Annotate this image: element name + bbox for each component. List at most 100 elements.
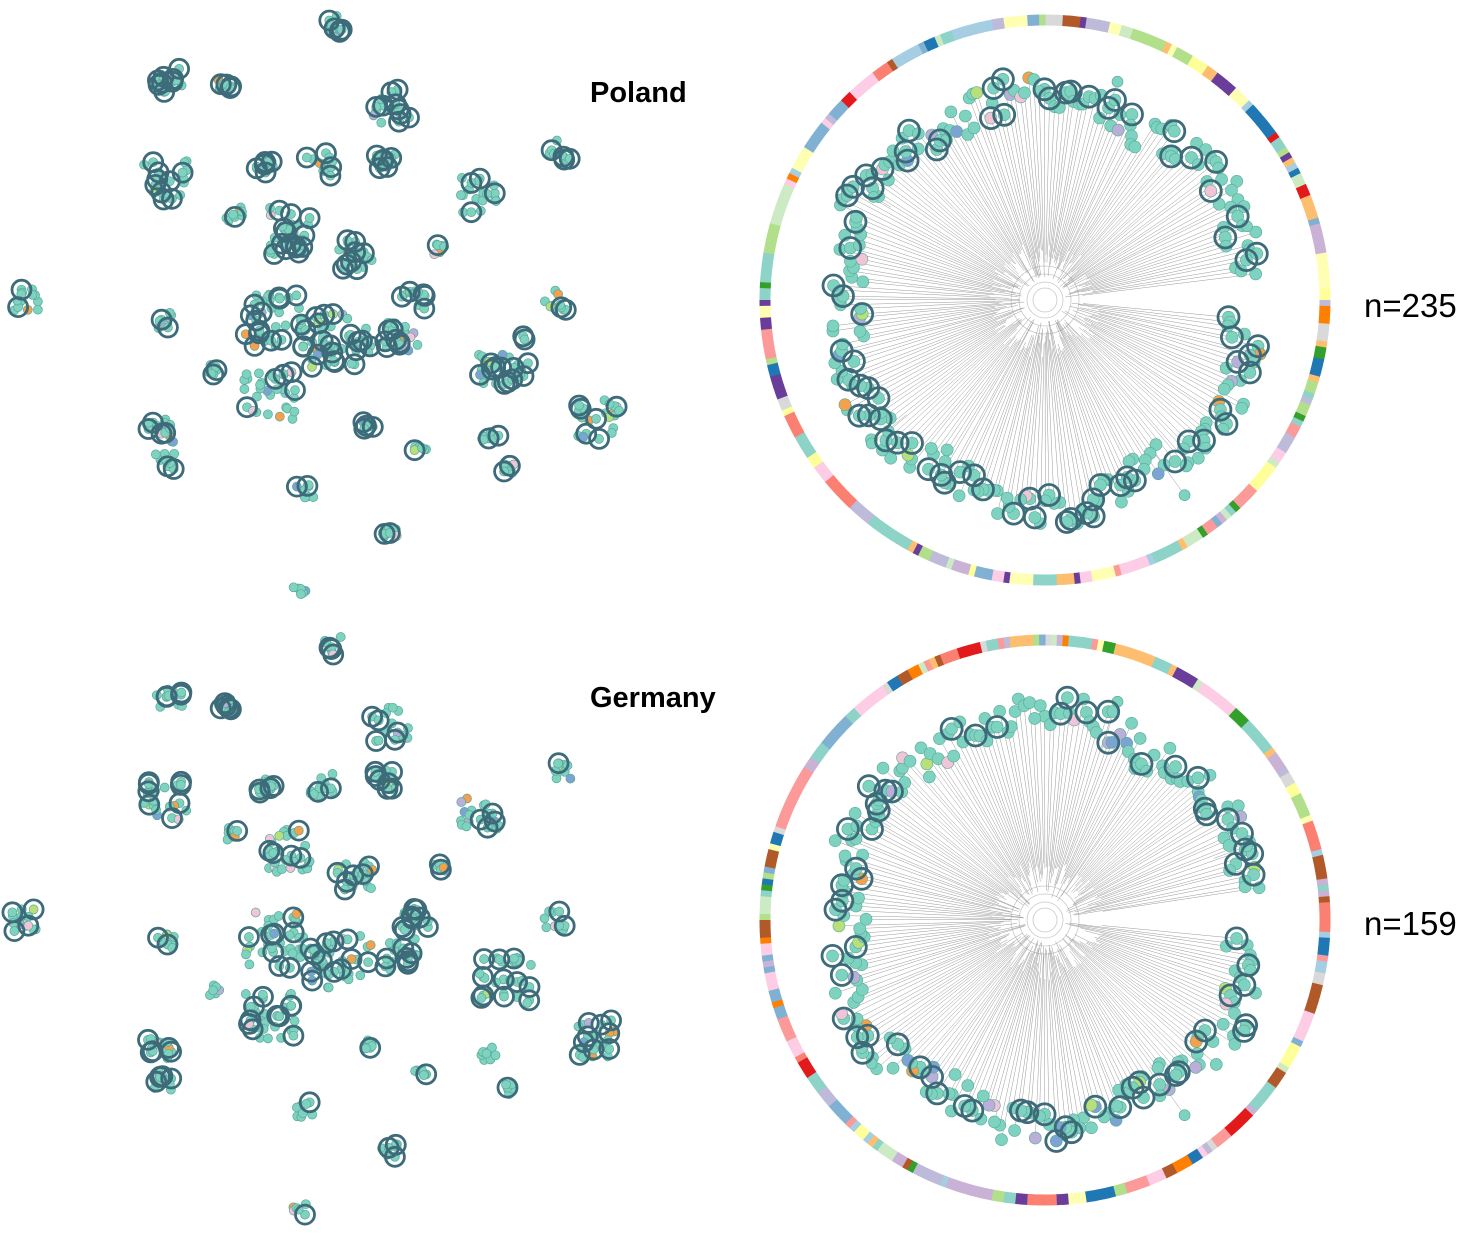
network-node (343, 314, 352, 323)
network-node (160, 783, 169, 792)
tree-branch (983, 940, 1038, 1096)
tree-branch (840, 205, 1017, 287)
network-node (263, 410, 272, 419)
tree-tip (1112, 76, 1123, 87)
network-node (275, 294, 284, 303)
network-node (356, 971, 365, 980)
tree-branch (1077, 337, 1188, 463)
network-node (526, 960, 535, 969)
network-node (592, 414, 601, 423)
network-node (289, 583, 298, 592)
tree-branch (866, 919, 1011, 920)
tree-branch (1079, 227, 1224, 286)
tree-tip (1226, 331, 1238, 343)
annotation-ring-segment (1038, 1194, 1045, 1205)
tree-branch (1063, 191, 1211, 288)
annotation-ring-segment (1027, 635, 1034, 646)
tree-branch (1065, 311, 1242, 408)
tree-tip (925, 442, 937, 454)
network-node (566, 774, 575, 783)
tree-tip (829, 987, 841, 999)
network-node (233, 826, 242, 835)
tree-branch (912, 344, 1004, 443)
network-node (457, 798, 466, 807)
tree-tip (1179, 490, 1190, 501)
tree-branches (833, 698, 1260, 1141)
panel-poland: Poland n=235 (0, 0, 1481, 620)
panel-germany: Germany n=159 (0, 620, 1481, 1240)
tree-branch (945, 320, 1032, 461)
tree-internal-arc (1033, 908, 1057, 932)
tree-branch (1030, 703, 1043, 879)
tree-branch (856, 927, 993, 947)
tree-tip (1029, 512, 1041, 524)
tree-branch (1078, 800, 1202, 895)
tree-branch (927, 764, 1021, 888)
tree-branch (1062, 182, 1207, 288)
tree-branch (1089, 339, 1204, 441)
tree-tip (991, 721, 1003, 733)
network-node (288, 949, 297, 958)
tree-branch (991, 118, 1038, 275)
tree-tip (941, 444, 953, 456)
tree-tip (943, 1088, 955, 1100)
tree-branch (841, 299, 996, 300)
network-node (302, 1099, 311, 1108)
network-node (419, 1071, 428, 1080)
network-node (151, 450, 160, 459)
tree-branch (856, 869, 994, 907)
tree-branch (1076, 778, 1198, 891)
tree-tip (863, 780, 875, 792)
network-node (294, 826, 303, 835)
tree-tip (827, 950, 839, 962)
tree-branch (1062, 311, 1222, 417)
network-node (328, 769, 337, 778)
network-node (287, 1001, 296, 1010)
tree-tip (1164, 742, 1176, 754)
tree-branch (879, 811, 1007, 895)
tree-branch (1035, 718, 1043, 875)
tree-tip (1217, 1018, 1229, 1030)
tree-tip (1154, 1079, 1166, 1091)
tree-branch (934, 948, 1025, 1068)
tree-branch (1099, 936, 1240, 978)
network-node (500, 992, 509, 1001)
network-node (289, 1031, 298, 1040)
network-node (177, 688, 186, 697)
tree-branch (881, 318, 1020, 419)
tree-branch (1021, 971, 1039, 1110)
tree-branch (1068, 764, 1141, 883)
annotation-ring-segment (760, 299, 771, 306)
tree-tip (857, 276, 869, 288)
network-node (10, 927, 19, 936)
tree-branch (863, 282, 995, 295)
network-node (176, 780, 185, 789)
tree-tip (853, 892, 865, 904)
tree-branch (1064, 168, 1219, 286)
tree-branch (898, 323, 1022, 443)
annotation-ring-segment (1038, 574, 1045, 585)
tree-branch (926, 942, 1030, 1092)
tree-branch (1077, 315, 1228, 385)
tree-branch (868, 952, 997, 1036)
tree-branch (1085, 955, 1197, 1053)
annotation-ring-segment (760, 925, 771, 932)
tree-tip (1115, 496, 1127, 508)
tree-tip (887, 1062, 899, 1074)
network-node (299, 342, 308, 351)
tree-tip (1152, 1062, 1164, 1074)
network-node (24, 921, 33, 930)
tree-branch (845, 235, 1011, 289)
network-node (575, 401, 584, 410)
annotation-ring-segment (1056, 574, 1063, 585)
network-node (254, 369, 263, 378)
tree-branch (1102, 926, 1237, 939)
tree-tip (1112, 124, 1124, 136)
tree-branch (972, 953, 1032, 1110)
tree-branch (850, 261, 1004, 292)
tree-tip (1009, 1125, 1021, 1137)
tree-branch (838, 290, 1009, 298)
network-node (256, 380, 265, 389)
tree-branch (1049, 945, 1080, 1128)
network-node (242, 370, 251, 379)
